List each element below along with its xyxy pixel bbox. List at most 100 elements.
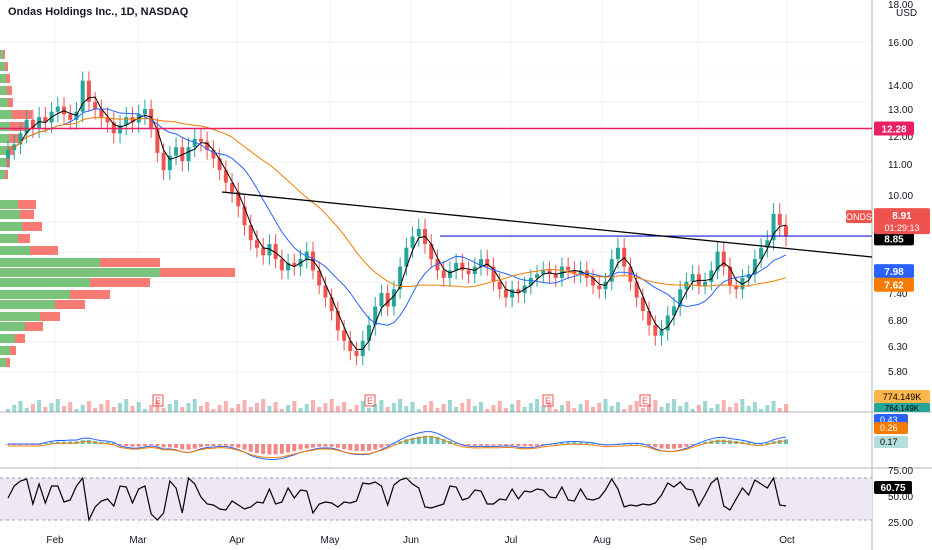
volume-bar	[161, 408, 166, 412]
candle-body	[323, 285, 328, 298]
volume-profile-bar	[160, 268, 235, 277]
macd-histogram-bar	[279, 444, 284, 454]
macd-histogram-bar	[466, 444, 471, 446]
candle-body	[105, 117, 110, 123]
macd-histogram-bar	[223, 444, 228, 446]
macd-histogram-bar	[130, 444, 135, 447]
time-tick-label: Apr	[229, 535, 245, 546]
price-tick-label: 16.00	[888, 38, 913, 49]
macd-histogram-bar	[665, 444, 670, 449]
volume-label-box	[874, 403, 930, 412]
volume-bar	[174, 400, 179, 412]
candle-body	[516, 289, 521, 293]
volume-bar	[348, 409, 353, 412]
rsi-tick-label: 75.00	[888, 466, 913, 477]
currency-label: USD	[896, 8, 917, 19]
candle-body	[142, 109, 147, 115]
macd-histogram-bar	[211, 444, 216, 447]
time-tick-label: May	[321, 535, 340, 546]
candle-body	[174, 147, 179, 156]
volume-bar	[479, 402, 484, 412]
volume-profile-bar	[55, 300, 85, 309]
volume-profile-bar	[70, 290, 110, 299]
candle-body	[615, 247, 620, 260]
macd-histogram-bar	[43, 443, 48, 445]
macd-histogram-bar	[441, 438, 446, 444]
earnings-marker	[542, 394, 554, 407]
volume-bar	[516, 400, 521, 412]
candle-body	[267, 244, 272, 256]
volume-bar	[354, 405, 359, 412]
volume-profile-bar	[6, 74, 10, 83]
macd-histogram-bar	[217, 444, 222, 446]
volume-bar	[640, 408, 645, 412]
volume-bar	[522, 407, 527, 412]
volume-profile-bar	[8, 146, 14, 155]
macd-histogram-bar	[591, 443, 596, 445]
volume-bar	[155, 401, 160, 412]
candle-body	[510, 289, 515, 298]
candle-body	[547, 270, 552, 275]
candle-body	[528, 277, 533, 286]
price-tick-label: 5.80	[888, 367, 908, 378]
time-tick-label: Jun	[403, 535, 419, 546]
candle-body	[734, 285, 739, 290]
candle-body	[572, 270, 577, 275]
volume-profile-bar	[0, 200, 18, 209]
symbol-tag-label: ONDS	[846, 212, 872, 222]
macd-histogram-bar	[174, 444, 179, 448]
volume-profile-bar	[0, 146, 8, 155]
candle-body	[429, 244, 434, 260]
volume-bar	[24, 408, 29, 412]
macd-histogram-bar	[192, 444, 197, 449]
candle-body	[273, 244, 278, 260]
last-price-value: 8.91	[892, 211, 912, 222]
candle-body	[435, 259, 440, 271]
candle-body	[690, 274, 695, 282]
volume-profile-bar	[0, 134, 9, 143]
volume-bar	[566, 401, 571, 412]
macd-label-box	[874, 422, 908, 434]
candle-body	[373, 306, 378, 326]
volume-profile-bar	[0, 234, 18, 243]
volume-bar	[62, 406, 67, 412]
candle-body	[37, 117, 42, 128]
price-label-box	[874, 264, 914, 279]
candle-body	[236, 191, 241, 207]
macd-histogram-bar	[566, 442, 571, 444]
macd-histogram-bar	[759, 443, 764, 445]
volume-bar	[254, 403, 259, 412]
volume-bar	[416, 409, 421, 412]
volume-bar	[404, 406, 409, 412]
volume-bar	[167, 404, 172, 412]
candle-body	[559, 266, 564, 278]
volume-bar	[149, 405, 154, 412]
macd-histogram-bar	[118, 444, 123, 446]
candle-body	[161, 152, 166, 171]
candle-body	[404, 247, 409, 267]
candle-body	[155, 127, 160, 153]
volume-bar	[528, 403, 533, 412]
macd-histogram-bar	[690, 444, 695, 446]
candle-body	[24, 119, 29, 134]
macd-histogram-bar	[628, 443, 633, 445]
macd-histogram-bar	[541, 444, 546, 445]
volume-bar	[37, 400, 42, 412]
volume-bar	[541, 406, 546, 412]
macd-histogram-bar	[746, 442, 751, 444]
volume-bar	[491, 405, 496, 412]
macd-histogram-bar	[261, 444, 266, 454]
macd-label: 0.26	[880, 423, 898, 433]
price-tick-label: 7.40	[888, 289, 908, 300]
macd-histogram-bar	[485, 444, 490, 446]
time-tick-label: Mar	[129, 535, 147, 546]
volume-bar	[497, 401, 502, 412]
candle-body	[366, 325, 371, 341]
volume-bar	[740, 399, 745, 412]
macd-histogram-bar	[149, 444, 154, 446]
earnings-marker-label: E	[642, 396, 648, 406]
price-tick-label: 18.00	[888, 0, 913, 11]
candle-body	[597, 285, 602, 290]
candle-body	[261, 247, 266, 256]
